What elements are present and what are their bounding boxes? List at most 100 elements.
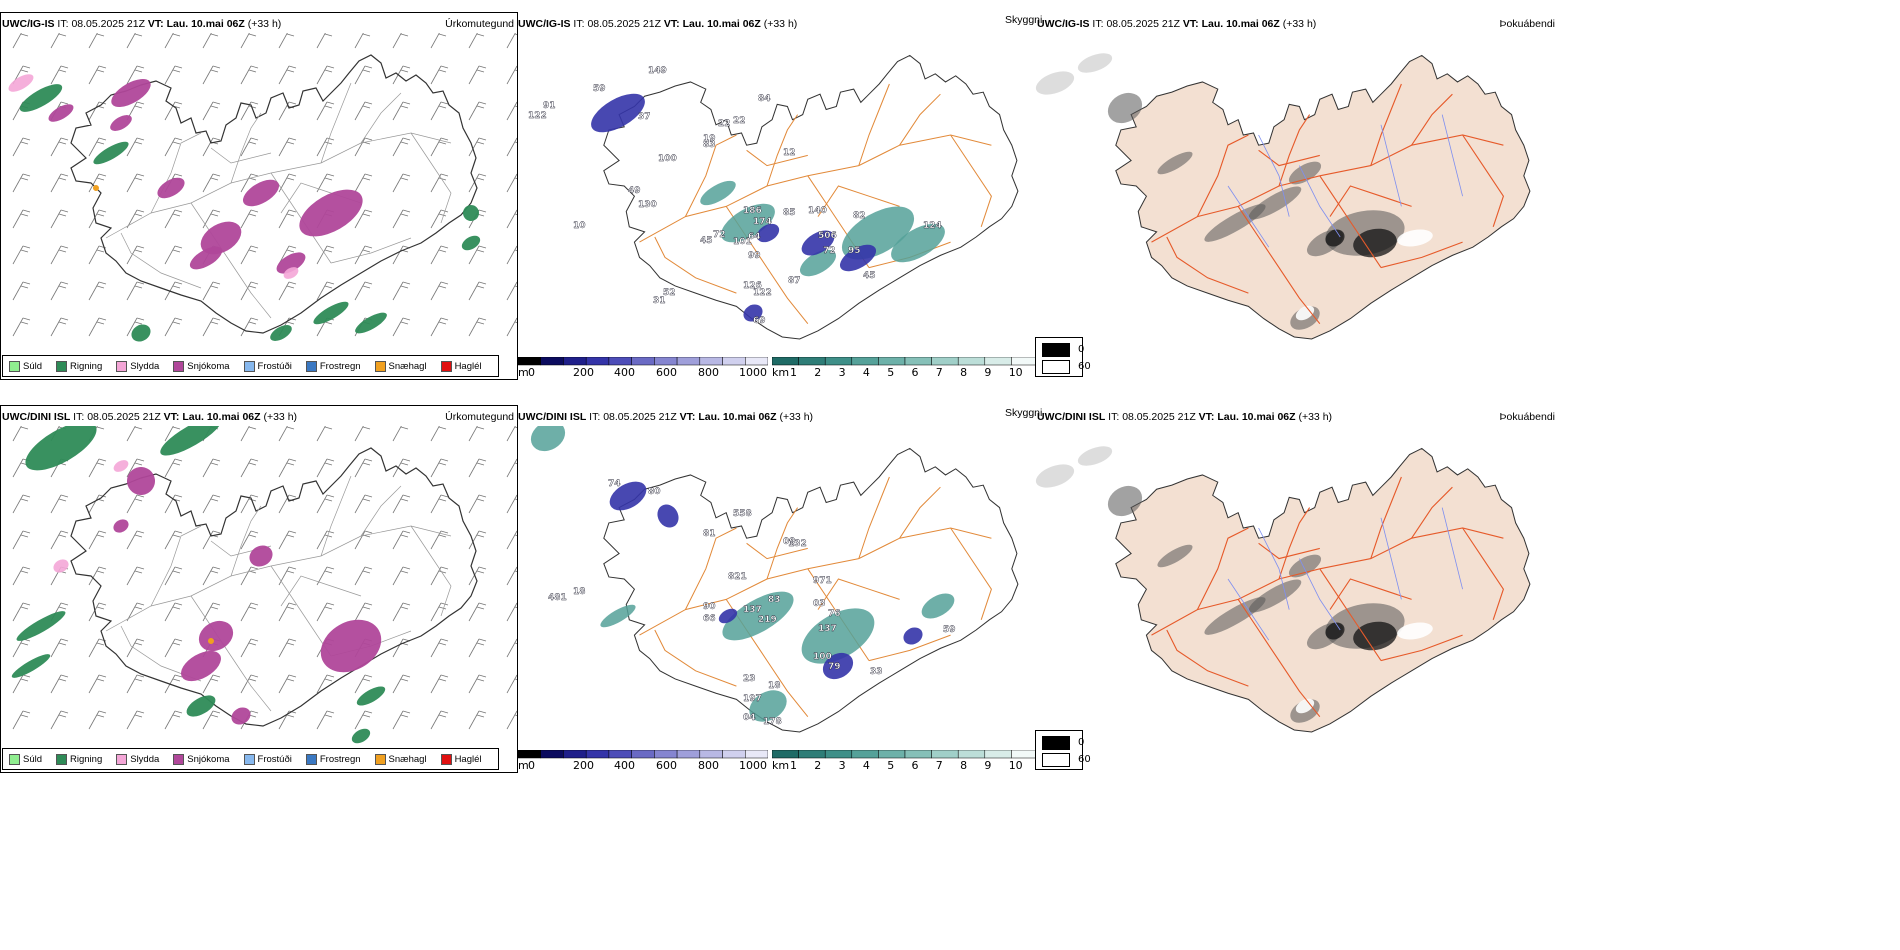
- colorbar-swatch: [540, 750, 564, 759]
- colorbar-tick: 2: [814, 759, 822, 772]
- colorbar-swatch: [608, 750, 632, 759]
- colorbar-tick: 3: [838, 366, 846, 379]
- legend-label: Súld: [23, 753, 43, 765]
- value-label: 33: [870, 667, 883, 677]
- value-label: 03: [813, 599, 826, 609]
- value-label: 558: [733, 509, 752, 519]
- colorbar-swatch: [824, 750, 853, 759]
- precip-legend-item: Frostregn: [305, 753, 361, 765]
- colorbar-tick: 2: [814, 366, 822, 379]
- legend-swatch: [56, 360, 68, 372]
- value-label: 91: [543, 101, 556, 111]
- colorbar-swatch: [745, 750, 768, 759]
- value-label: 101: [733, 237, 752, 247]
- colorbar-swatch: [904, 750, 932, 759]
- precip-type-map: [8, 33, 517, 342]
- legend-swatch: [243, 360, 255, 372]
- visibility-colorbar: km 1 2 3 4 5 6 7 8 9 10: [772, 357, 1038, 379]
- colorbar-swatch: [540, 357, 564, 366]
- colorbar-swatch: [798, 750, 826, 759]
- precip-legend: Súld Rigning Slydda Snjókoma Frostúði Frostre…: [2, 748, 499, 770]
- model-name: UWC/DINI ISL: [1037, 411, 1106, 423]
- colorbar-swatch: [957, 357, 986, 366]
- value-label: 04: [743, 713, 756, 723]
- fog-legend: 0 60: [1035, 730, 1091, 770]
- precip-legend-item: Snjókoma: [173, 360, 230, 372]
- legend-swatch: [374, 360, 386, 372]
- wind-barbs: [12, 426, 517, 730]
- it-value: 08.05.2025 21Z: [87, 411, 161, 423]
- colorbar-swatch: [878, 357, 906, 366]
- vt-label: VT:: [663, 18, 680, 30]
- it-label: IT:: [73, 411, 85, 423]
- value-label: 82: [853, 211, 866, 221]
- colorbar-tick: 10: [1008, 759, 1023, 772]
- vt-label: VT:: [1198, 411, 1215, 423]
- it-label: IT:: [1092, 18, 1104, 30]
- it-value: 08.05.2025 21Z: [1106, 18, 1180, 30]
- model-name: UWC/IG-IS: [1037, 18, 1090, 30]
- colorbar-tick: 0: [528, 366, 535, 379]
- panel-header: UWC/IG-IS IT: 08.05.2025 21Z VT: Lau. 10…: [2, 18, 281, 30]
- precip-legend-item: Slydda: [116, 360, 159, 372]
- value-label: 971: [813, 576, 832, 586]
- colorbar-swatch: [722, 357, 746, 366]
- value-label: 66: [703, 614, 716, 624]
- precip-legend-item: Frostregn: [305, 360, 361, 372]
- colorbar-swatch: [654, 750, 678, 759]
- lead-time: (+33 h): [1298, 411, 1333, 423]
- panel-header: UWC/DINI ISL IT: 08.05.2025 21Z VT: Lau.…: [518, 411, 813, 423]
- panel-header: UWC/DINI ISL IT: 08.05.2025 21Z VT: Lau.…: [1037, 411, 1332, 423]
- value-label: 83: [703, 140, 716, 150]
- visibility-colorbar: km 1 2 3 4 5 6 7 8 9 10: [772, 750, 1038, 772]
- fog-legend-max-swatch: [1042, 343, 1070, 357]
- colorbar-swatch: [798, 357, 826, 366]
- value-label: 64: [748, 232, 761, 242]
- colorbar-swatch: [654, 357, 678, 366]
- colorbar-swatch: [931, 750, 959, 759]
- value-label: 100: [813, 652, 832, 662]
- vt-value: Lau. 10.mai 06Z: [182, 411, 261, 423]
- colorbar-swatch: [772, 750, 799, 759]
- value-label: 72: [823, 246, 836, 256]
- value-label: 137: [818, 624, 837, 634]
- value-label: 186: [743, 206, 762, 216]
- vt-value: Lau. 10.mai 06Z: [166, 18, 245, 30]
- value-label: 83: [768, 595, 781, 605]
- vt-value: Lau. 10.mai 06Z: [682, 18, 761, 30]
- value-label: 22: [718, 119, 731, 129]
- colorbar-swatch: [984, 750, 1012, 759]
- ceiling-unit: m: [518, 366, 529, 379]
- colorbar-swatch: [631, 750, 655, 759]
- colorbar-tick: 200: [573, 366, 594, 379]
- it-value: 08.05.2025 21Z: [587, 18, 661, 30]
- value-label: 69: [753, 316, 766, 326]
- legend-label: Slydda: [130, 753, 160, 765]
- iceland-outline: [603, 54, 1019, 340]
- value-label: 124: [923, 221, 942, 231]
- value-label: 137: [743, 605, 762, 615]
- value-label: 149: [648, 66, 667, 76]
- ceiling-unit: m: [518, 759, 529, 772]
- value-label: 99: [748, 251, 761, 261]
- legend-label: Snjókoma: [187, 360, 230, 372]
- value-label: 22: [733, 116, 746, 126]
- visibility-unit: km: [772, 759, 790, 772]
- it-value: 08.05.2025 21Z: [603, 411, 677, 423]
- precip-legend: Súld Rigning Slydda Snjókoma Frostúði Frostre…: [2, 355, 499, 377]
- value-label: 45: [700, 236, 713, 246]
- it-value: 08.05.2025 21Z: [71, 18, 145, 30]
- colorbar-tick: 600: [656, 759, 677, 772]
- value-label: 126: [743, 281, 762, 291]
- colorbar-tick: 6: [911, 759, 919, 772]
- colorbar-swatch: [904, 357, 932, 366]
- value-label: 84: [758, 94, 771, 104]
- fog-legend: 0 60: [1035, 337, 1091, 377]
- road-network: [105, 82, 452, 319]
- precip-legend-item: Haglél: [440, 753, 482, 765]
- value-label: 49: [628, 186, 641, 196]
- value-label: 37: [638, 112, 651, 122]
- colorbar-swatch: [878, 750, 906, 759]
